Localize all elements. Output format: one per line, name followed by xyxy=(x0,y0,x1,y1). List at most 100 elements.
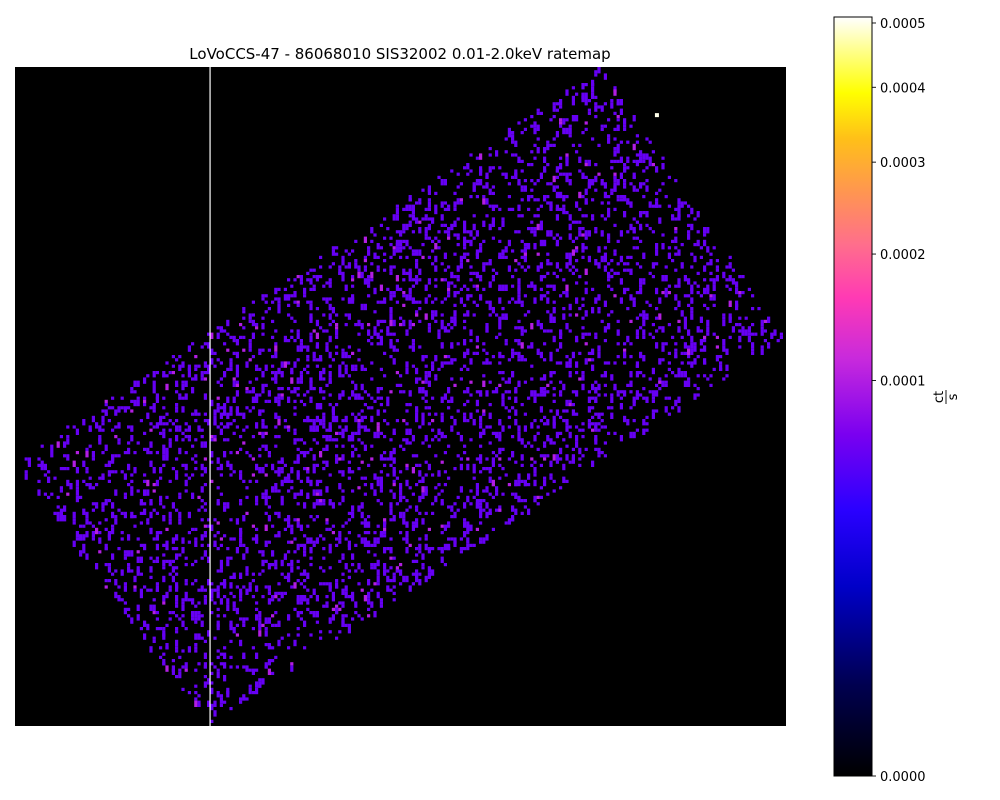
count-pixel xyxy=(191,457,195,461)
count-pixel xyxy=(680,310,684,317)
count-pixel xyxy=(434,284,438,288)
count-pixel xyxy=(555,409,559,416)
count-pixel xyxy=(600,425,604,429)
count-pixel xyxy=(402,303,406,307)
count-pixel xyxy=(603,246,607,250)
count-pixel xyxy=(287,524,291,528)
count-pixel xyxy=(447,537,451,541)
count-pixel xyxy=(738,345,742,349)
count-pixel xyxy=(642,355,646,362)
count-pixel xyxy=(303,620,307,627)
count-pixel xyxy=(450,319,454,323)
count-pixel xyxy=(277,297,281,301)
count-pixel xyxy=(530,377,534,381)
count-pixel xyxy=(594,188,598,192)
count-pixel xyxy=(63,441,67,448)
count-pixel xyxy=(463,220,467,227)
count-pixel xyxy=(434,191,438,195)
count-pixel xyxy=(223,505,227,512)
count-pixel xyxy=(184,428,188,432)
count-pixel xyxy=(255,364,259,368)
count-pixel xyxy=(235,383,239,387)
count-pixel xyxy=(629,342,633,346)
count-pixel xyxy=(501,217,505,221)
count-pixel xyxy=(520,265,524,269)
count-pixel xyxy=(223,646,227,650)
count-pixel xyxy=(744,329,748,336)
count-pixel xyxy=(706,246,710,253)
count-pixel xyxy=(357,393,361,400)
count-pixel xyxy=(363,425,367,432)
count-pixel xyxy=(347,470,351,474)
count-pixel xyxy=(671,406,675,410)
count-pixel xyxy=(523,483,527,487)
count-pixel xyxy=(181,614,185,618)
count-pixel xyxy=(447,505,451,509)
count-pixel xyxy=(514,492,518,499)
count-pixel xyxy=(127,463,131,471)
count-pixel xyxy=(539,419,543,423)
count-pixel xyxy=(530,364,534,368)
count-pixel xyxy=(319,479,323,483)
count-pixel xyxy=(626,255,630,259)
count-pixel xyxy=(443,230,447,234)
count-pixel xyxy=(559,118,563,122)
count-pixel xyxy=(623,390,627,397)
count-pixel xyxy=(680,361,684,365)
count-pixel xyxy=(709,278,713,282)
count-pixel xyxy=(619,99,623,106)
count-pixel xyxy=(402,511,406,515)
count-pixel xyxy=(127,534,131,541)
count-pixel xyxy=(376,575,380,583)
count-pixel xyxy=(399,287,403,291)
count-pixel xyxy=(216,591,220,599)
count-pixel xyxy=(610,310,614,314)
count-pixel xyxy=(194,559,198,563)
count-pixel xyxy=(357,563,361,570)
count-pixel xyxy=(171,611,175,615)
count-pixel xyxy=(655,390,659,397)
count-pixel xyxy=(139,627,143,631)
count-pixel xyxy=(235,585,239,589)
count-pixel xyxy=(440,431,444,439)
count-pixel xyxy=(575,150,579,154)
count-pixel xyxy=(514,390,518,394)
count-pixel xyxy=(479,393,483,397)
count-pixel xyxy=(661,275,665,282)
count-pixel xyxy=(335,636,339,640)
count-pixel xyxy=(248,313,252,320)
count-pixel xyxy=(642,335,646,339)
count-pixel xyxy=(424,511,428,515)
count-pixel xyxy=(667,396,671,400)
count-pixel xyxy=(59,486,63,490)
count-pixel xyxy=(296,457,300,464)
count-pixel xyxy=(402,239,406,243)
count-pixel xyxy=(619,278,623,285)
count-pixel xyxy=(661,345,665,352)
count-pixel xyxy=(261,390,265,394)
count-pixel xyxy=(309,595,313,599)
count-pixel xyxy=(341,495,345,503)
count-pixel xyxy=(520,188,524,192)
count-pixel xyxy=(123,550,127,554)
count-pixel xyxy=(98,521,102,525)
count-pixel xyxy=(600,419,604,423)
count-pixel xyxy=(203,553,207,557)
count-pixel xyxy=(443,297,447,301)
count-pixel xyxy=(549,262,553,266)
count-pixel xyxy=(306,371,310,375)
count-pixel xyxy=(552,399,556,403)
count-pixel xyxy=(341,572,345,576)
count-pixel xyxy=(600,374,604,378)
count-pixel xyxy=(405,547,409,554)
count-pixel xyxy=(155,396,159,403)
count-pixel xyxy=(485,351,489,355)
count-pixel xyxy=(223,662,227,669)
count-pixel xyxy=(171,502,175,509)
count-pixel xyxy=(555,191,559,195)
count-pixel xyxy=(203,342,207,346)
count-pixel xyxy=(475,195,479,199)
count-pixel xyxy=(482,287,486,291)
count-pixel xyxy=(66,492,70,496)
